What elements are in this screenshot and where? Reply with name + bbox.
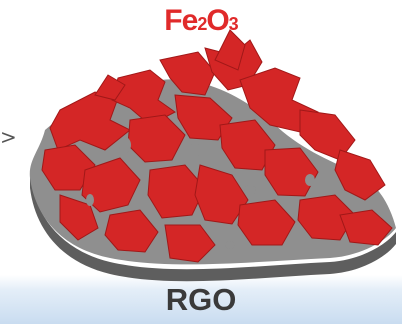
fe2o3-label: Fe2O3: [0, 4, 402, 38]
title-sub-3: 3: [228, 14, 239, 34]
title-sub-2: 2: [197, 14, 207, 34]
title-o: O: [206, 4, 229, 37]
title-fe: Fe: [164, 4, 198, 37]
rgo-label: RGO: [165, 282, 237, 317]
sheet-pores: [86, 137, 315, 249]
arrow-head-icon: >: [0, 125, 17, 149]
fe2o3-flakes: [41, 29, 393, 263]
background-gradient: [0, 275, 402, 324]
